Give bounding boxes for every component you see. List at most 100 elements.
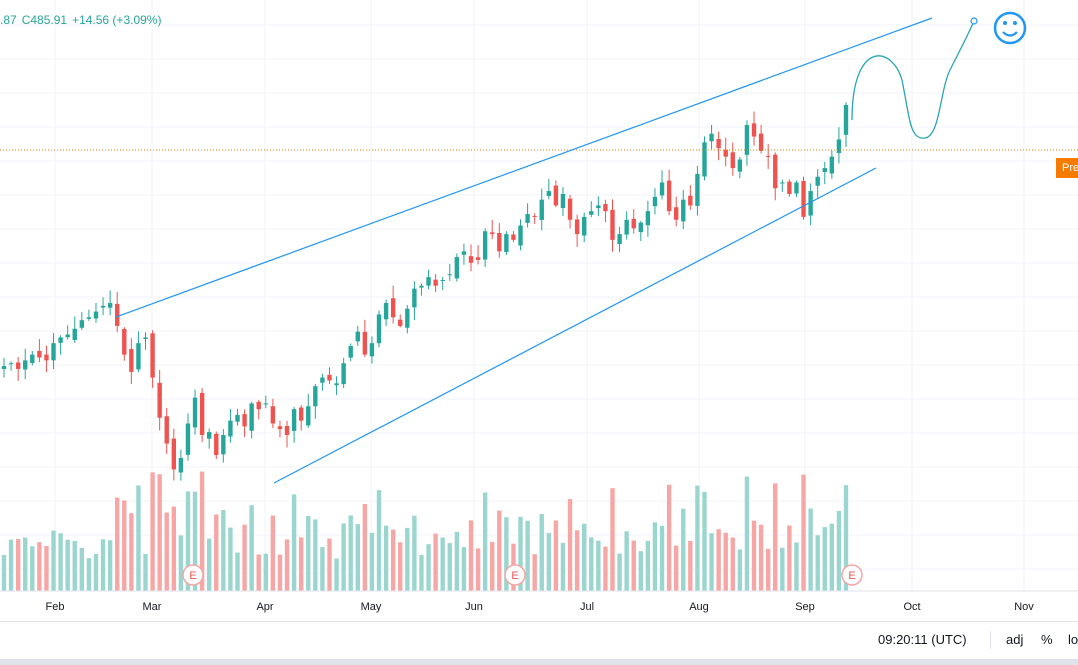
volume-bar — [666, 484, 672, 591]
volume-bar — [624, 531, 629, 591]
volume-bar — [589, 537, 594, 591]
chart-grid — [0, 0, 1078, 591]
candle-body — [206, 432, 212, 439]
candle-body — [702, 142, 707, 177]
candle-body — [504, 234, 509, 252]
candle-body — [532, 215, 537, 217]
candle-body — [242, 414, 247, 427]
candle-body — [341, 363, 346, 385]
volume-bar — [129, 513, 134, 591]
candle-body — [773, 154, 778, 189]
candle-body — [136, 343, 141, 370]
volume-bar — [723, 532, 728, 591]
volume-bar — [44, 546, 49, 591]
volume-bar — [426, 544, 431, 591]
smiley-icon[interactable] — [993, 11, 1027, 45]
candle-body — [666, 180, 672, 212]
volume-bar — [398, 542, 403, 591]
candle-body — [199, 392, 205, 435]
candle-body — [638, 222, 644, 233]
volume-bar — [475, 548, 481, 591]
x-tick-label: Apr — [256, 601, 273, 613]
volume-bar — [185, 491, 191, 591]
channel-lower-line[interactable] — [273, 167, 877, 484]
utc-clock[interactable]: 09:20:11 (UTC) — [878, 632, 967, 647]
volume-bar — [787, 525, 792, 591]
candle-body — [30, 354, 35, 363]
volume-bar — [199, 471, 205, 591]
x-tick-label: Mar — [143, 601, 162, 613]
candle-body — [652, 196, 658, 207]
candle-body — [596, 205, 601, 209]
log-toggle[interactable]: lo — [1068, 632, 1078, 647]
volume-bar — [596, 540, 601, 591]
volume-bar — [291, 494, 297, 591]
candle-body — [582, 216, 587, 236]
adj-toggle[interactable]: adj — [1006, 632, 1024, 647]
candle-body — [645, 211, 651, 226]
percent-toggle[interactable]: % — [1041, 632, 1053, 647]
earnings-marker[interactable]: E — [841, 564, 863, 586]
volume-bars — [1, 471, 849, 591]
volume-bar — [688, 540, 693, 591]
candle-body — [695, 173, 700, 206]
x-tick-label: Jul — [580, 601, 594, 613]
candle-body — [843, 105, 849, 135]
candle-body — [765, 155, 771, 157]
candle-body — [398, 319, 403, 326]
volume-bar — [37, 542, 42, 591]
volume-bar — [320, 546, 325, 591]
candle-body — [44, 354, 49, 361]
ohlc-legend: .87 C485.91 +14.56 (+3.09%) — [0, 13, 166, 27]
volume-bar — [157, 474, 162, 591]
candle-body — [129, 349, 134, 372]
volume-bar — [744, 476, 750, 591]
candle-body — [390, 298, 396, 318]
candle-body — [93, 311, 99, 319]
candle-body — [214, 433, 219, 456]
volume-bar — [419, 554, 424, 591]
candle-body — [157, 382, 162, 418]
legend-change: +14.56 (+3.09%) — [72, 13, 162, 27]
volume-bar — [122, 500, 127, 591]
candle-body — [433, 279, 438, 286]
volume-bar — [79, 548, 85, 591]
volume-bar — [702, 491, 707, 591]
candle-body — [376, 314, 382, 344]
candle-body — [79, 320, 85, 328]
sketch-endpoint-handle[interactable] — [970, 17, 978, 25]
volume-bar — [673, 545, 679, 591]
volume-bar — [482, 492, 488, 591]
earnings-marker[interactable]: E — [182, 564, 204, 586]
candle-body — [23, 360, 28, 370]
x-tick-label: Jun — [465, 601, 483, 613]
volume-bar — [539, 513, 544, 591]
volume-bar — [794, 542, 799, 591]
candle-body — [744, 125, 750, 155]
volume-bar — [1, 554, 7, 591]
user-drawings[interactable] — [115, 11, 1027, 484]
volume-bar — [206, 538, 212, 591]
projected-path-sketch[interactable] — [851, 20, 975, 139]
earnings-marker-label: E — [511, 570, 518, 582]
candle-body — [546, 191, 552, 197]
candle-body — [192, 397, 198, 428]
candle-body — [249, 403, 254, 431]
volume-bar — [532, 554, 537, 591]
volume-bar — [107, 540, 113, 591]
price-chart[interactable]: E E E Feb Mar Apr May Jun Jul Aug Sep Oct Nov — [0, 0, 1078, 621]
channel-upper-line[interactable] — [115, 17, 933, 318]
volume-bar — [574, 530, 580, 591]
candle-body — [553, 185, 559, 206]
candle-body — [15, 362, 21, 369]
candle-body — [794, 182, 799, 194]
earnings-marker-label: E — [848, 570, 855, 582]
candle-body — [320, 377, 325, 383]
earnings-marker[interactable]: E — [504, 564, 526, 586]
candle-body — [468, 256, 474, 263]
volume-bar — [115, 497, 120, 591]
volume-bar — [546, 533, 552, 591]
volume-bar — [23, 537, 28, 591]
volume-bar — [681, 508, 686, 591]
